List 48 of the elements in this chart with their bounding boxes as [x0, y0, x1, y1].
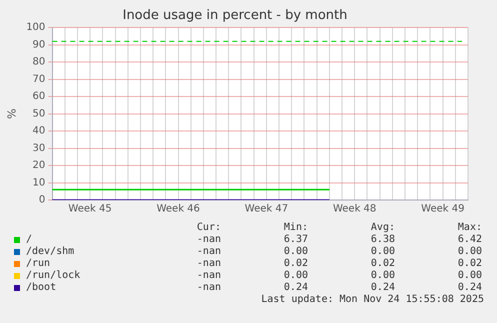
- text: 0.00: [282, 270, 308, 282]
- y-tick-label: 40: [32, 126, 46, 137]
- text: 0.00: [370, 246, 395, 258]
- y-tick-label: 90: [32, 39, 46, 50]
- text: 6.42: [456, 234, 482, 246]
- text: -nan: [196, 234, 221, 246]
- text: 0.24: [456, 282, 482, 294]
- text: 0.02: [370, 258, 395, 270]
- y-tick-label: 60: [32, 91, 46, 102]
- text: 6.37: [282, 234, 308, 246]
- legend-label: /boot: [25, 282, 58, 294]
- legend-label: /run/lock: [25, 270, 82, 282]
- x-tick-label: Week 49: [421, 204, 464, 215]
- text: 0.00: [456, 270, 482, 282]
- text: -nan: [196, 258, 221, 270]
- y-axis-title: %: [5, 108, 18, 120]
- text: Avg:: [370, 222, 395, 234]
- text: -nan: [196, 282, 221, 294]
- y-tick-label: 100: [26, 22, 46, 34]
- text: Cur:: [196, 222, 221, 234]
- y-tick-label: 10: [32, 177, 46, 188]
- text: 0.24: [370, 282, 395, 294]
- legend-label: /: [25, 234, 34, 246]
- x-tick-label: Week 48: [332, 204, 376, 215]
- text: -nan: [196, 246, 221, 258]
- chart-title: Inode usage in percent - by month: [122, 8, 348, 24]
- text: 0.24: [282, 282, 308, 294]
- y-tick-label: 80: [32, 56, 46, 68]
- y-tick-label: 0: [38, 194, 46, 206]
- text: Max:: [456, 222, 482, 234]
- text: 0.02: [456, 258, 482, 270]
- text: 0.00: [370, 270, 395, 282]
- text: Min:: [282, 222, 308, 234]
- text: Last update: Mon Nov 24 15:55:08 2025: [260, 294, 484, 305]
- y-tick-label: 70: [32, 74, 46, 85]
- legend-label: /run: [25, 258, 52, 270]
- x-tick-label: Week 46: [156, 204, 200, 215]
- legend-label: /dev/shm: [25, 246, 76, 258]
- text: -nan: [196, 270, 221, 282]
- text: 0.00: [282, 246, 308, 258]
- x-tick-label: Week 45: [68, 204, 112, 215]
- text: 6.38: [370, 234, 395, 246]
- text: 0.00: [456, 246, 482, 258]
- y-tick-label: 20: [32, 160, 46, 172]
- x-tick-label: Week 47: [244, 204, 288, 215]
- text: 0.02: [282, 258, 308, 270]
- y-tick-label: 50: [32, 108, 46, 120]
- y-tick-label: 30: [32, 142, 46, 154]
